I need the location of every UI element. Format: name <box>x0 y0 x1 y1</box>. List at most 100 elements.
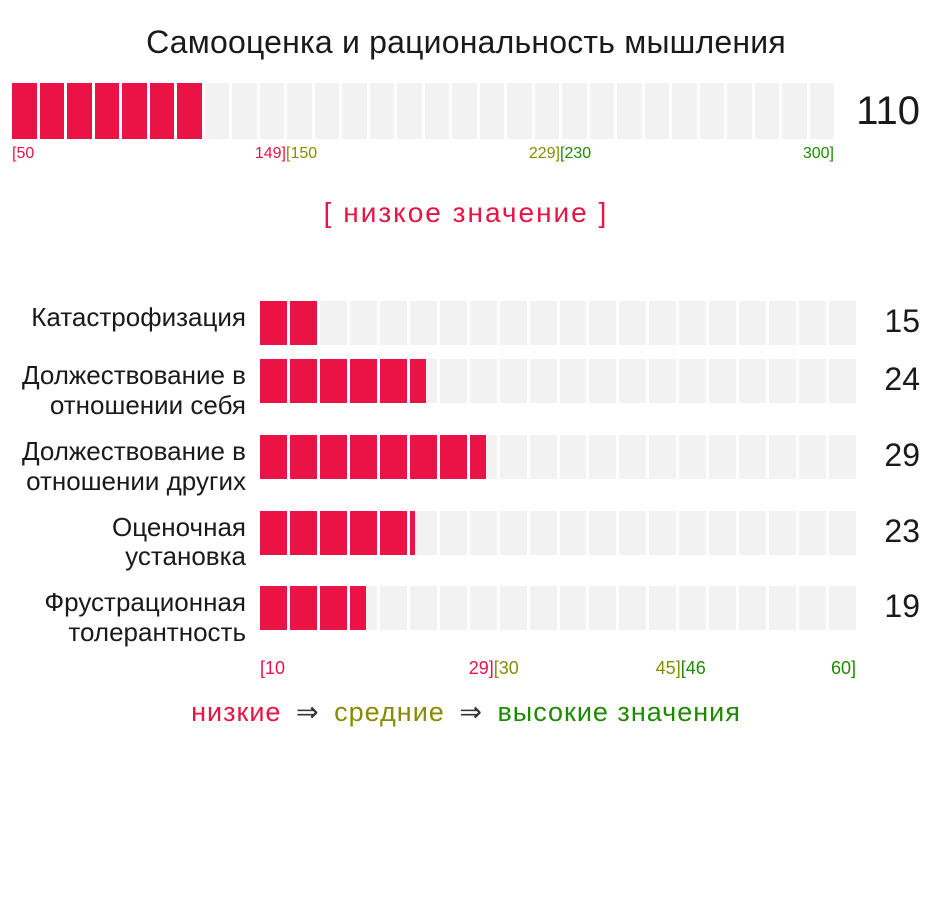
bar-segment <box>260 586 287 630</box>
bar-segment <box>425 83 450 139</box>
bar-segment <box>799 359 826 403</box>
bar-segment <box>260 83 285 139</box>
bar-segment <box>177 83 202 139</box>
bar-segment <box>589 435 616 479</box>
bar-segment <box>315 83 340 139</box>
bar-segment <box>799 511 826 555</box>
bar-segment <box>440 511 467 555</box>
bar-segment <box>829 359 856 403</box>
range-hi: 149] <box>255 145 286 163</box>
bar-segment <box>350 301 377 345</box>
bar-segment <box>589 301 616 345</box>
bar-segment <box>410 359 437 403</box>
bar-segment <box>560 359 587 403</box>
bar-segment <box>560 586 587 630</box>
sub-score-row: Оценочная установка23 <box>12 509 920 573</box>
bar-segment <box>769 359 796 403</box>
bar-segment <box>769 511 796 555</box>
bar-segment <box>619 511 646 555</box>
sub-bar-track <box>260 435 856 479</box>
bar-segment <box>480 83 505 139</box>
range-lo: [10 <box>260 658 285 679</box>
legend-arrow-1: ⇒ <box>296 697 320 727</box>
bar-segment <box>232 83 257 139</box>
bar-segment <box>769 301 796 345</box>
bar-segment <box>290 435 317 479</box>
bar-segment <box>679 359 706 403</box>
bar-segment <box>500 435 527 479</box>
sub-score-row: Должествование в отношении себя24 <box>12 357 920 421</box>
sub-bar-track <box>260 586 856 630</box>
bar-segment <box>829 511 856 555</box>
bar-segment <box>470 586 497 630</box>
sub-score-value: 23 <box>870 509 920 550</box>
legend-high: высокие значения <box>497 697 740 727</box>
legend-arrow-2: ⇒ <box>459 697 483 727</box>
bar-segment <box>739 511 766 555</box>
bar-segment <box>535 83 560 139</box>
bar-segment <box>560 511 587 555</box>
bar-segment <box>95 83 120 139</box>
range-lo: [46 <box>681 658 706 679</box>
bar-segment <box>769 586 796 630</box>
legend: низкие ⇒ средние ⇒ высокие значения <box>12 697 920 728</box>
bar-segment <box>829 586 856 630</box>
bar-segment <box>290 511 317 555</box>
bar-segment <box>470 359 497 403</box>
bar-segment <box>350 511 377 555</box>
bar-segment <box>530 435 557 479</box>
bar-segment <box>410 301 437 345</box>
bar-segment <box>410 511 437 555</box>
bar-segment <box>560 301 587 345</box>
bar-segment <box>530 301 557 345</box>
range-hi: 45] <box>656 658 681 679</box>
bar-segment <box>260 359 287 403</box>
bar-segment <box>260 435 287 479</box>
bar-segment <box>350 359 377 403</box>
bar-segment <box>799 301 826 345</box>
bar-segment <box>530 586 557 630</box>
range-lo: [30 <box>494 658 519 679</box>
bar-segment <box>260 511 287 555</box>
bar-segment <box>590 83 615 139</box>
bar-segment <box>260 301 287 345</box>
sub-label: Должествование в отношении себя <box>12 357 246 421</box>
bar-segment <box>440 301 467 345</box>
sub-score-row: Катастрофизация15 <box>12 299 920 345</box>
bar-segment <box>739 586 766 630</box>
bar-segment <box>452 83 477 139</box>
legend-mid: средние <box>334 697 445 727</box>
bar-segment <box>709 511 736 555</box>
bar-segment <box>320 586 347 630</box>
bar-segment <box>709 435 736 479</box>
bar-segment <box>440 435 467 479</box>
range-hi: 300] <box>803 145 834 163</box>
bar-segment <box>649 359 676 403</box>
range-lo: [50 <box>12 145 34 163</box>
bar-segment <box>500 586 527 630</box>
bar-segment <box>320 301 347 345</box>
bar-segment <box>380 586 407 630</box>
bar-segment <box>470 301 497 345</box>
bar-segment <box>410 586 437 630</box>
bar-segment <box>672 83 697 139</box>
sub-bar-track <box>260 301 856 345</box>
bar-segment <box>617 83 642 139</box>
bar-segment <box>755 83 780 139</box>
main-score-value: 110 <box>852 89 920 134</box>
bar-segment <box>500 301 527 345</box>
bar-segment <box>440 586 467 630</box>
bar-segment <box>380 301 407 345</box>
bar-segment <box>799 435 826 479</box>
bar-segment <box>290 586 317 630</box>
bar-segment <box>397 83 422 139</box>
sub-score-value: 19 <box>870 584 920 625</box>
bar-segment <box>530 511 557 555</box>
bar-segment <box>287 83 312 139</box>
bar-segment <box>649 435 676 479</box>
bar-segment <box>769 435 796 479</box>
bar-segment <box>500 511 527 555</box>
bar-segment <box>40 83 65 139</box>
bar-segment <box>470 511 497 555</box>
main-interpretation: [ низкое значение ] <box>12 197 920 229</box>
